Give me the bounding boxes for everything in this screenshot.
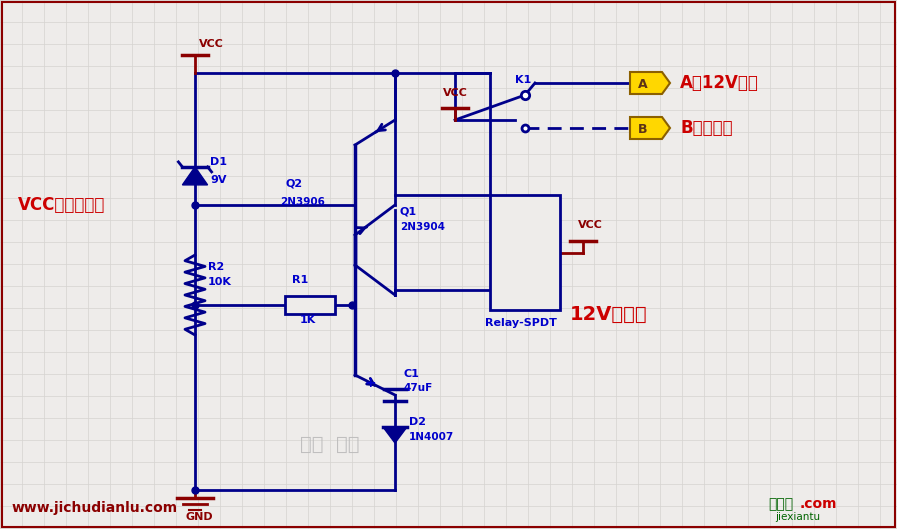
- Text: VCC为充电输入: VCC为充电输入: [18, 196, 105, 214]
- Polygon shape: [383, 427, 407, 443]
- Text: 47uF: 47uF: [403, 383, 432, 393]
- Text: R2: R2: [208, 262, 224, 272]
- Text: D1: D1: [210, 157, 227, 167]
- Text: 2N3904: 2N3904: [400, 222, 445, 232]
- Polygon shape: [630, 72, 670, 94]
- Text: 1K: 1K: [300, 315, 317, 325]
- Text: VCC: VCC: [578, 220, 603, 230]
- FancyBboxPatch shape: [490, 195, 560, 310]
- Text: 2N3906: 2N3906: [280, 197, 325, 207]
- Text: Q1: Q1: [400, 207, 417, 217]
- Polygon shape: [630, 117, 670, 139]
- Text: 10K: 10K: [208, 277, 232, 287]
- Text: 1N4007: 1N4007: [409, 432, 454, 442]
- Text: Q2: Q2: [285, 179, 302, 189]
- Polygon shape: [182, 167, 207, 185]
- Text: R1: R1: [292, 275, 309, 285]
- Text: VCC: VCC: [199, 39, 224, 49]
- Text: C1: C1: [403, 369, 419, 379]
- Text: +: +: [365, 376, 377, 390]
- Text: B接指示灯: B接指示灯: [680, 119, 733, 137]
- Text: Relay-SPDT: Relay-SPDT: [485, 318, 557, 328]
- Text: GND: GND: [185, 512, 213, 522]
- FancyBboxPatch shape: [285, 296, 335, 314]
- Text: A接12V电瓶: A接12V电瓶: [680, 74, 759, 92]
- Text: D2: D2: [409, 417, 426, 427]
- Text: A: A: [638, 78, 648, 91]
- Text: www.jichudianlu.com: www.jichudianlu.com: [12, 501, 179, 515]
- Text: K1: K1: [515, 75, 531, 85]
- Text: jiexiantu: jiexiantu: [775, 512, 820, 522]
- Text: .com: .com: [800, 497, 838, 511]
- Text: 电子  懒人: 电子 懒人: [300, 435, 360, 454]
- Text: 接线图: 接线图: [768, 497, 793, 511]
- Text: B: B: [638, 123, 648, 136]
- Text: VCC: VCC: [443, 88, 468, 98]
- Text: 12V继电器: 12V继电器: [570, 305, 648, 324]
- Text: 9V: 9V: [210, 175, 227, 185]
